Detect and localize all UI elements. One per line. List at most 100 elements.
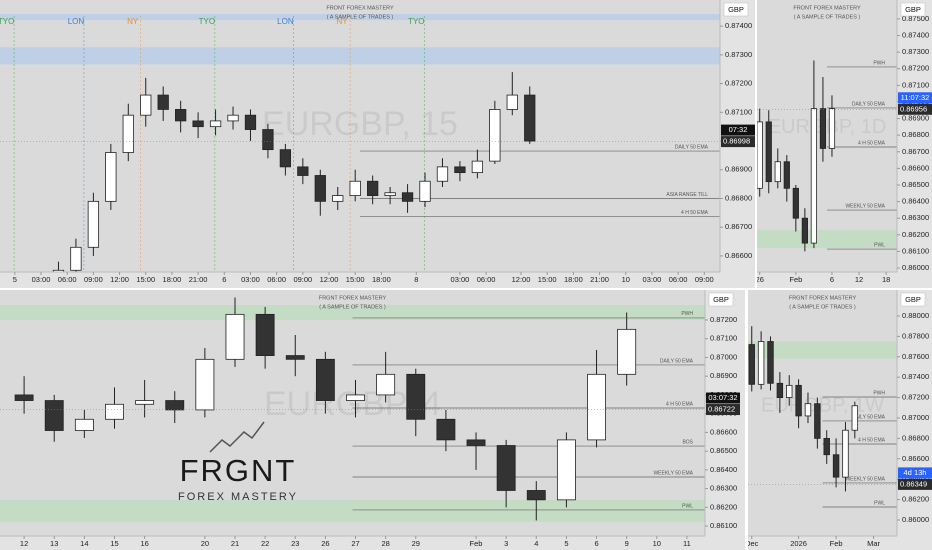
- x-tick-label: 27: [351, 539, 359, 548]
- candle-body: [804, 403, 812, 417]
- level-label: 4 H 50 EMA: [681, 210, 709, 216]
- level-label: 4 H 50 EMA: [666, 401, 694, 407]
- session-label: TYO: [0, 17, 14, 26]
- y-tick-label: 0.87200: [725, 79, 752, 88]
- y-tick-label: 0.86300: [902, 213, 929, 222]
- level-label: BOS: [682, 439, 693, 445]
- plot-area: EURGBP, 15 TYO LON NY TYO LON NY TYO DAILY 50 EM…: [0, 14, 720, 272]
- pane-subtitle: ( A SAMPLE OF TRADES ): [319, 304, 386, 310]
- logo-arrow: [209, 421, 265, 453]
- separator: [755, 0, 757, 288]
- level-label: DAILY 50 EMA: [852, 101, 886, 107]
- y-tick-label: 0.86400: [710, 465, 737, 474]
- x-tick-label: 16: [140, 539, 148, 548]
- candle-body: [349, 180, 361, 196]
- x-tick-label: Feb: [789, 275, 802, 284]
- countdown-label: 11:07:32: [901, 93, 930, 102]
- plot-background: [757, 0, 897, 272]
- last-price-tag: [898, 478, 932, 490]
- x-tick-label: 21:00: [590, 275, 609, 284]
- candle-body: [74, 418, 94, 431]
- y-tick-label: 0.86400: [902, 474, 929, 483]
- candle-body: [255, 313, 275, 356]
- x-tick-label: 23: [291, 539, 299, 548]
- y-tick-label: 0.87500: [902, 14, 929, 23]
- candle-body: [105, 403, 124, 420]
- x-tick-label: 5: [13, 275, 17, 284]
- y-tick-label: 0.86800: [725, 193, 752, 202]
- candle-body: [767, 341, 774, 384]
- x-tick-label: 14: [80, 539, 88, 548]
- candle-body: [195, 358, 215, 411]
- candle-body: [524, 94, 536, 142]
- last-price-label: 0.86956: [900, 104, 927, 113]
- separator: [745, 290, 748, 550]
- session-label: TYO: [408, 17, 424, 26]
- y-tick-label: 0.86500: [902, 180, 929, 189]
- candle-body: [765, 121, 772, 183]
- candle-body: [526, 490, 546, 501]
- level-label: WEEKLY 50 EMA: [653, 470, 693, 476]
- candle-body: [406, 373, 426, 420]
- y-tick-label: 0.86000: [902, 263, 929, 272]
- candle-body: [776, 382, 784, 398]
- candle-body: [135, 400, 155, 405]
- candle-body: [346, 394, 365, 401]
- candle-body: [175, 109, 187, 122]
- y-tick-label: 0.87200: [710, 315, 737, 324]
- countdown-tag: [898, 92, 932, 104]
- candle-body: [832, 454, 840, 478]
- candle-body: [783, 161, 790, 189]
- y-tick-label: 0.86600: [902, 163, 929, 172]
- pane-subtitle: ( A SAMPLE OF TRADES ): [794, 14, 861, 20]
- x-tick-label: 12: [20, 539, 28, 548]
- x-tick-label: 3: [504, 539, 508, 548]
- y-tick-label: 0.87000: [902, 413, 929, 422]
- x-tick-label: 6: [594, 539, 598, 548]
- candle-body: [454, 166, 466, 174]
- x-tick-label: 10: [622, 275, 630, 284]
- countdown-label: 03:07:32: [708, 393, 737, 402]
- countdown-tag: [706, 392, 740, 404]
- y-tick-label: 0.86100: [710, 521, 737, 530]
- currency-label: GBP: [905, 5, 921, 14]
- y-tick-label: 0.87300: [725, 50, 752, 59]
- x-tick-label: 26: [756, 275, 764, 284]
- level-label: PWH: [873, 390, 885, 396]
- x-tick-label: 4: [534, 539, 538, 548]
- y-tick-label: 0.86600: [902, 454, 929, 463]
- candle-body: [157, 94, 169, 110]
- y-tick-label: 0.87400: [725, 21, 752, 30]
- countdown-tag: [898, 467, 932, 479]
- x-tick-label: 18:00: [372, 275, 391, 284]
- countdown-label: 07:32: [729, 125, 748, 134]
- candle-body: [851, 405, 859, 431]
- level-label: WEEKLY 50 EMA: [845, 476, 885, 482]
- level-label: DAILY 50 EMA: [660, 358, 694, 364]
- candle-body: [786, 384, 793, 398]
- candle-body: [262, 129, 274, 151]
- candle-body: [792, 187, 799, 219]
- y-tick-label: 0.87000: [710, 352, 737, 361]
- zone: [0, 500, 705, 522]
- candle-body: [617, 328, 637, 375]
- candle-body: [506, 94, 518, 110]
- logo-subtitle: FOREX MASTERY: [178, 491, 298, 503]
- y-tick-label: 0.88000: [902, 311, 929, 320]
- last-price-tag: [706, 404, 740, 416]
- candle-body: [466, 439, 486, 446]
- countdown-label: 4d 13h: [904, 468, 927, 477]
- x-tick-label: 12:00: [512, 275, 531, 284]
- x-tick-label: 09:00: [84, 275, 103, 284]
- x-tick-label: 6: [830, 275, 834, 284]
- level-label: 4 H 50 EMA: [858, 437, 886, 443]
- y-tick-label: 0.86200: [902, 495, 929, 504]
- x-tick-label: Feb: [470, 539, 483, 548]
- x-tick-label: Feb: [830, 539, 843, 548]
- candle-body: [401, 192, 414, 202]
- currency-label: GBP: [713, 295, 729, 304]
- candle-body: [279, 149, 292, 168]
- x-tick-label: 06:00: [669, 275, 688, 284]
- candle-body: [489, 109, 501, 162]
